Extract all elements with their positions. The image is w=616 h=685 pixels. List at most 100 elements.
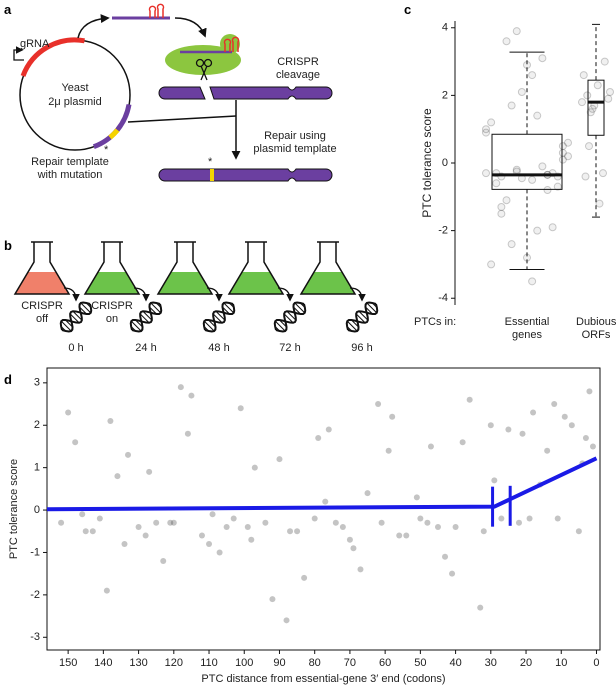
x-tick-label: 120: [165, 657, 183, 669]
y-tick-label: 0: [442, 157, 448, 169]
point: [184, 430, 191, 437]
jitter-point: [599, 169, 607, 178]
point: [589, 443, 596, 450]
dna-rung: [203, 320, 215, 332]
jitter-point: [497, 209, 506, 218]
x-tick-label: 0: [593, 657, 599, 669]
point: [561, 413, 568, 420]
arrow: [133, 287, 150, 302]
timepoint-label: 72 h: [279, 342, 301, 354]
dna-rung: [215, 310, 226, 321]
dna: [345, 301, 377, 331]
jitter-point: [548, 223, 557, 232]
point: [515, 519, 522, 526]
arrow: [349, 287, 366, 302]
point: [248, 536, 255, 543]
point: [125, 451, 132, 458]
jitter-point: [528, 71, 537, 80]
x-tick-label: 140: [94, 657, 112, 669]
point: [449, 570, 456, 577]
jitter-point: [578, 98, 586, 107]
point: [346, 536, 353, 543]
dna-rung: [139, 313, 150, 324]
point: [82, 528, 89, 535]
x-axis-label: PTC distance from essential-gene 3′ end …: [201, 673, 445, 685]
x-tick-label: 110: [200, 657, 218, 669]
point: [276, 456, 283, 463]
y-tick-label: 2: [442, 89, 448, 101]
point: [582, 434, 589, 441]
box: [587, 79, 605, 136]
dna-rung: [358, 310, 369, 321]
point: [364, 490, 371, 497]
jitter-point: [533, 226, 542, 235]
jitter-point: [517, 88, 526, 96]
dna: [61, 303, 93, 333]
flask-liquid: [301, 272, 355, 294]
x-tick-label: 40: [449, 657, 461, 669]
arrow: [63, 287, 80, 302]
jitter-point: [558, 142, 567, 151]
point: [230, 515, 237, 522]
jitter-point: [583, 91, 592, 100]
point: [103, 587, 110, 594]
dna-rung: [283, 313, 294, 324]
point: [170, 519, 177, 526]
point: [79, 511, 86, 518]
charts: -4 -2 0 2 4 PTC tolerance score -3 -2 -1 0 1 2 3 150 1…: [8, 21, 614, 685]
y-tick-label: -2: [438, 225, 448, 237]
panel-label: d: [4, 372, 12, 387]
dna-rung: [142, 310, 153, 321]
jitter-point: [512, 165, 521, 174]
point: [434, 524, 441, 531]
dna-rung: [72, 310, 83, 321]
y-tick-label: 4: [442, 22, 448, 34]
y-tick-label: 1: [34, 462, 40, 474]
jitter-point: [512, 27, 521, 36]
jitter-point: [543, 186, 552, 195]
point: [554, 515, 561, 522]
plasmid-label: 2μ plasmid: [48, 96, 102, 108]
jitter-point: [564, 152, 572, 161]
fit-line: [46, 456, 598, 512]
point: [459, 439, 466, 446]
point: [396, 532, 403, 539]
point: [357, 566, 364, 573]
point: [339, 524, 346, 531]
jitter-point: [588, 104, 597, 113]
flask-liquid: [229, 272, 283, 294]
y-tick-label: -4: [438, 292, 448, 304]
jitter-point: [482, 125, 490, 134]
point: [65, 409, 72, 416]
dna-rung: [346, 320, 358, 332]
point: [198, 532, 205, 539]
point: [251, 464, 258, 471]
point: [526, 515, 533, 522]
dna: [275, 303, 307, 333]
repair-template-label: Repair template with mutation: [31, 156, 109, 181]
y-axis-label: PTC tolerance score: [420, 108, 434, 218]
point: [427, 443, 434, 450]
timepoint-label: 0 h: [68, 342, 84, 354]
dna: [347, 303, 379, 333]
dna-rung: [69, 313, 80, 324]
dna: [204, 303, 236, 333]
point: [153, 519, 160, 526]
jitter-point: [538, 54, 547, 63]
jitter-point: [528, 175, 537, 184]
y-tick-label: -3: [30, 631, 40, 643]
point: [121, 540, 128, 547]
x-tick-label: 60: [379, 657, 391, 669]
jitter-point: [538, 162, 547, 171]
point: [568, 422, 575, 429]
condition-label: CRISPR off: [21, 300, 63, 325]
dna: [273, 301, 305, 331]
point: [58, 519, 65, 526]
x-tick-label: 50: [414, 657, 426, 669]
grna-label: gRNA: [20, 38, 50, 50]
repair-label: Repair using plasmid template: [253, 130, 337, 155]
box: [491, 133, 563, 190]
jitter-point: [558, 155, 567, 164]
jitter-point: [593, 81, 602, 90]
panel-label: b: [4, 238, 12, 253]
